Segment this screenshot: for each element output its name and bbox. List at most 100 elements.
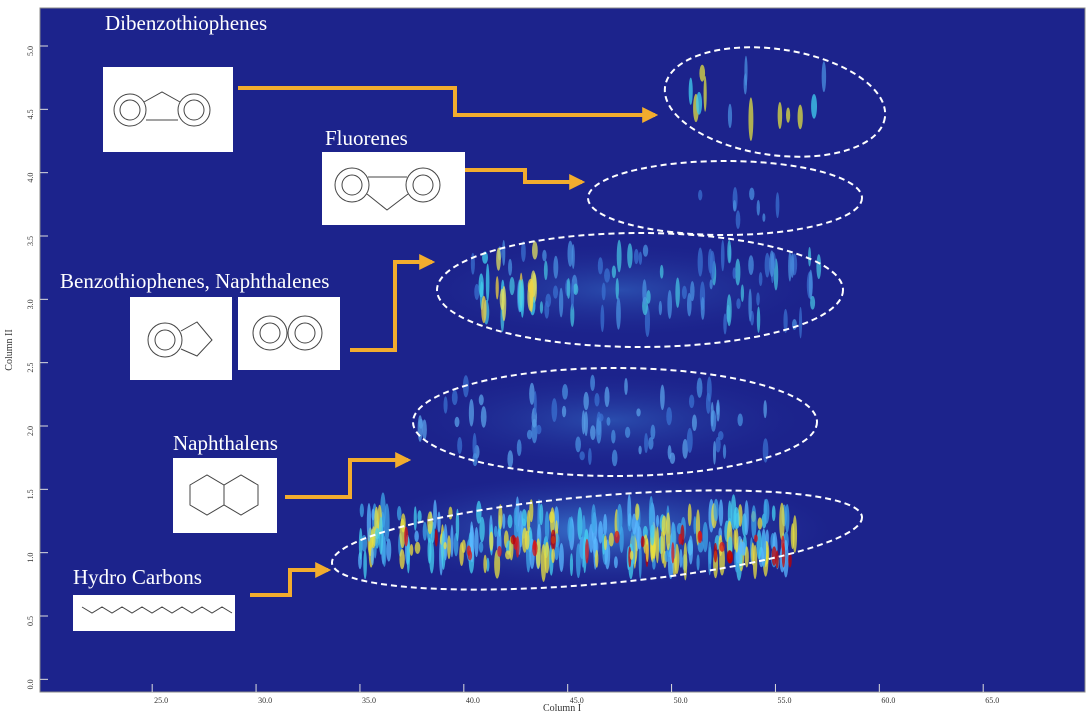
streak xyxy=(627,494,631,526)
streak xyxy=(650,525,654,546)
streak xyxy=(579,451,584,460)
streak xyxy=(718,431,724,440)
streak xyxy=(448,507,452,520)
streak xyxy=(716,400,720,422)
streak xyxy=(678,534,682,545)
streak xyxy=(479,273,484,297)
streak xyxy=(642,279,646,304)
streak xyxy=(542,250,546,262)
streak xyxy=(727,294,732,326)
streak xyxy=(741,542,746,556)
streak xyxy=(494,526,498,537)
streak xyxy=(625,427,630,438)
streak xyxy=(754,535,758,543)
streak xyxy=(611,430,616,444)
streak xyxy=(603,514,607,536)
streak xyxy=(457,437,462,454)
streak xyxy=(751,505,756,539)
streak xyxy=(721,240,725,271)
streak xyxy=(619,526,623,553)
streak xyxy=(527,430,532,440)
streak xyxy=(809,270,813,300)
streak xyxy=(810,296,815,310)
streak xyxy=(660,265,664,279)
streak xyxy=(733,267,736,279)
streak xyxy=(646,538,649,562)
streak xyxy=(467,545,471,556)
streak xyxy=(600,305,604,332)
streak xyxy=(627,243,632,268)
streak xyxy=(719,542,725,552)
streak xyxy=(744,500,748,535)
streak xyxy=(511,535,516,545)
streak xyxy=(667,290,672,319)
streak xyxy=(790,253,794,277)
streak xyxy=(414,506,417,531)
streak xyxy=(521,509,527,526)
streak xyxy=(641,536,645,548)
streak xyxy=(549,511,554,523)
streak xyxy=(435,529,438,546)
streak xyxy=(687,428,693,453)
streak xyxy=(689,78,693,105)
streak xyxy=(404,527,408,547)
streak xyxy=(736,298,740,309)
y-tick-label: 3.5 xyxy=(26,236,35,246)
streak xyxy=(779,503,784,541)
streak xyxy=(399,549,404,569)
streak xyxy=(811,94,817,119)
streak xyxy=(602,283,606,301)
streak xyxy=(559,288,563,318)
streak xyxy=(639,252,642,265)
streak xyxy=(474,284,479,300)
streak xyxy=(423,522,427,541)
streak xyxy=(624,378,628,395)
y-tick-label: 3.0 xyxy=(26,299,35,309)
y-tick-label: 4.5 xyxy=(26,109,35,119)
annotation: Hydro Carbons xyxy=(73,565,202,589)
streak xyxy=(583,392,589,410)
streak xyxy=(505,550,511,559)
streak xyxy=(559,543,564,572)
streak xyxy=(577,507,582,540)
streak xyxy=(652,558,656,569)
streak xyxy=(709,547,712,565)
x-tick-label: 25.0 xyxy=(154,696,168,705)
streak xyxy=(444,542,447,549)
streak xyxy=(643,245,648,257)
streak xyxy=(609,533,614,547)
streak xyxy=(450,525,453,558)
streak xyxy=(733,507,739,530)
streak xyxy=(816,254,821,279)
streak xyxy=(536,425,541,435)
streak xyxy=(517,439,522,456)
streak xyxy=(567,278,571,299)
streak xyxy=(529,278,533,312)
streak xyxy=(698,190,702,201)
streak xyxy=(532,541,537,556)
streak xyxy=(500,289,505,310)
streak xyxy=(507,450,513,468)
streak xyxy=(612,265,616,278)
streak xyxy=(664,550,669,562)
streak xyxy=(756,292,760,305)
streak xyxy=(562,384,568,400)
streak xyxy=(363,550,367,579)
streak xyxy=(762,213,765,222)
streak xyxy=(737,413,742,426)
streak xyxy=(668,445,672,459)
streak xyxy=(690,281,695,301)
streak xyxy=(541,544,546,582)
streak xyxy=(634,249,639,264)
streak xyxy=(509,277,514,295)
streak xyxy=(452,390,458,405)
streak xyxy=(444,396,448,413)
streak xyxy=(585,539,589,564)
streak xyxy=(544,301,549,319)
streak xyxy=(437,512,440,533)
streak xyxy=(714,543,718,563)
streak xyxy=(781,535,784,551)
streak xyxy=(741,285,744,302)
streak xyxy=(733,200,736,212)
streak xyxy=(386,538,391,561)
